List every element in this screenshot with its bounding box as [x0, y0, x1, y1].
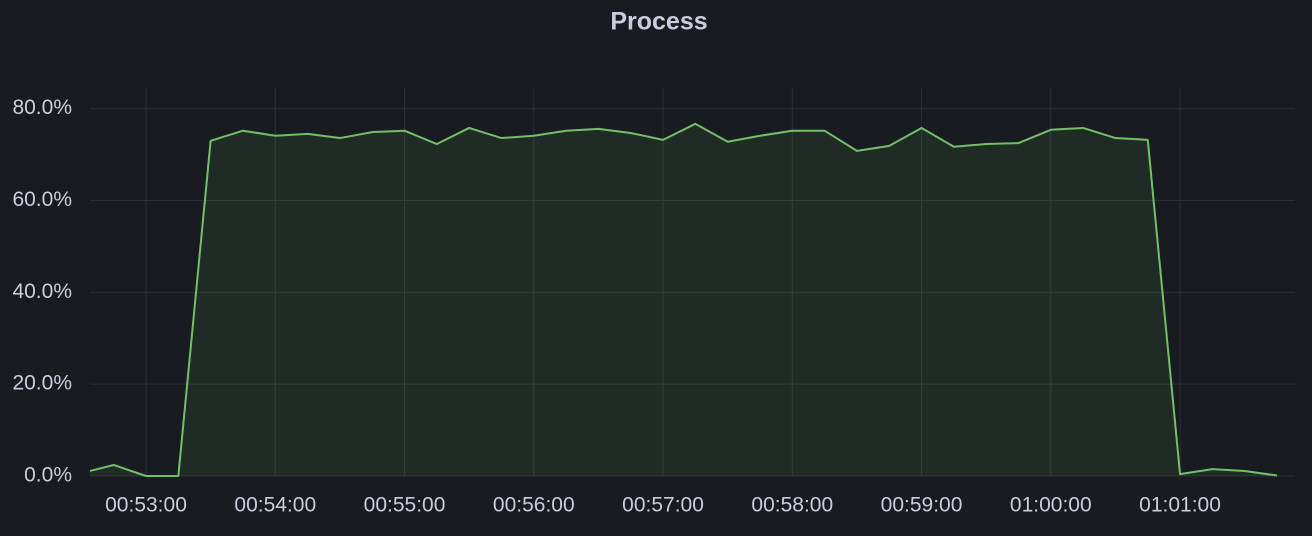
line	[89, 122, 1278, 477]
x-tick-label: 01:00:00	[1010, 494, 1092, 517]
y-tick-label: 60.0%	[12, 188, 72, 211]
x-tick-label: 01:01:00	[1139, 494, 1221, 517]
area	[90, 123, 1277, 477]
x-tick-label: 00:59:00	[881, 494, 963, 517]
y-tick-label: 80.0%	[12, 96, 72, 119]
chart-title: Process	[610, 8, 707, 36]
x-tick-label: 00:53:00	[105, 494, 187, 517]
x-tick-label: 00:57:00	[622, 494, 704, 517]
y-tick-label: 40.0%	[12, 280, 72, 303]
x-tick-label: 00:54:00	[234, 494, 316, 517]
x-tick-label: 00:58:00	[751, 494, 833, 517]
x-tick-label: 00:56:00	[493, 494, 575, 517]
y-tick-label: 20.0%	[12, 372, 72, 395]
x-tick-label: 00:55:00	[364, 494, 446, 517]
y-tick-label: 0.0%	[24, 464, 72, 487]
